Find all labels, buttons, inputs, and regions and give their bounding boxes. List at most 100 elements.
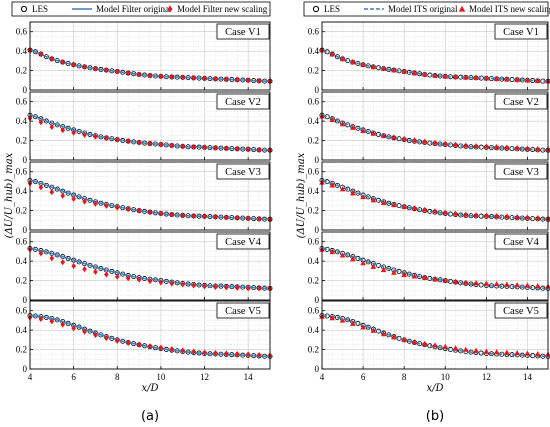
data-point-triangle	[442, 343, 449, 349]
data-point-triangle	[524, 350, 531, 356]
case-label-box	[494, 93, 548, 110]
legend-box	[11, 1, 271, 17]
case-label-box	[216, 233, 270, 250]
data-point-triangle	[329, 248, 336, 255]
subfigure-b: LES Model ITS original Model ITS new scali…	[296, 1, 550, 424]
x-tick-label: 4	[28, 372, 33, 382]
data-point-diamond	[158, 344, 164, 351]
data-point-triangle	[452, 210, 459, 216]
panel-frame	[321, 231, 549, 301]
data-point-diamond	[234, 76, 240, 83]
case-label: Case V2	[216, 93, 270, 110]
data-point-triangle	[421, 206, 428, 212]
data-point-diamond	[60, 192, 66, 199]
data-point-triangle	[360, 127, 366, 134]
case-label-box	[494, 302, 548, 319]
data-point-triangle	[483, 212, 490, 218]
data-point-triangle	[370, 263, 377, 269]
data-point-triangle	[339, 186, 346, 192]
legend-label: Model Filter new scaling	[177, 4, 268, 14]
data-point-diamond	[234, 214, 240, 221]
data-point-triangle	[534, 351, 541, 357]
data-point-diamond	[125, 206, 131, 213]
data-point-diamond	[191, 143, 196, 150]
panel-case-v5: 0 0.2 0.4 0.6 4 6 8 10 12 14 Case V5	[16, 300, 273, 382]
x-tick-label: 10	[156, 372, 166, 382]
grid	[29, 300, 271, 370]
data-point-diamond	[104, 135, 109, 142]
data-point-diamond	[224, 76, 229, 83]
data-point-triangle	[473, 280, 479, 286]
subfigure-label: (a)	[141, 409, 159, 424]
data-point-diamond	[147, 209, 153, 216]
data-point-diamond	[60, 127, 66, 134]
data-point-diamond	[49, 255, 55, 262]
legend-item: LES	[312, 4, 340, 14]
x-tick-label: 8	[402, 372, 407, 382]
x-axis	[321, 157, 528, 160]
data-point-triangle	[452, 73, 459, 80]
data-point-diamond	[191, 212, 196, 219]
data-point-triangle	[421, 274, 428, 280]
y-tick-label: 0.4	[308, 325, 320, 335]
data-point-triangle	[493, 349, 500, 355]
data-point-diamond	[202, 75, 207, 82]
case-label-text: Case V4	[225, 237, 261, 248]
data-point-diamond	[114, 68, 120, 75]
data-point-triangle	[421, 138, 428, 144]
data-point-diamond	[71, 195, 76, 202]
y-tick-label: 0.2	[16, 345, 27, 355]
data-point-triangle	[380, 266, 387, 273]
data-point-triangle	[411, 338, 418, 345]
data-point-triangle	[514, 349, 520, 356]
series-line	[321, 314, 549, 358]
data-point-triangle	[524, 145, 531, 151]
data-point-triangle	[370, 63, 377, 70]
data-point-triangle	[534, 77, 541, 84]
legend-label: Model Filter original	[96, 4, 172, 14]
data-point-triangle	[411, 137, 418, 143]
data-point-diamond	[125, 138, 131, 145]
case-label-box	[216, 23, 270, 40]
data-point-diamond	[191, 282, 196, 289]
data-point-diamond	[49, 123, 55, 130]
data-point-triangle	[329, 315, 336, 321]
case-label-box	[216, 163, 270, 180]
data-point-triangle	[483, 348, 490, 354]
case-label-box	[494, 233, 548, 250]
y-tick-label: 0	[23, 155, 28, 165]
data-point-diamond	[38, 184, 44, 191]
data-point-diamond	[104, 202, 109, 209]
data-point-triangle	[514, 144, 520, 151]
y-tick-label: 0.2	[16, 136, 27, 146]
data-point-triangle	[350, 190, 356, 196]
data-point-triangle	[350, 320, 356, 326]
data-point-circle	[43, 54, 49, 60]
data-point-triangle	[370, 130, 377, 136]
data-point-diamond	[136, 139, 142, 146]
data-point-triangle	[483, 75, 490, 81]
case-label-box	[494, 163, 548, 180]
y-tick-label: 0	[23, 364, 28, 374]
case-label: Case V4	[216, 233, 270, 250]
case-label: Case V1	[494, 23, 548, 40]
data-point-diamond	[136, 341, 142, 348]
data-point-diamond	[49, 189, 55, 196]
legend-marker-circle	[312, 5, 320, 13]
grid	[29, 231, 271, 301]
data-point-diamond	[158, 73, 164, 80]
data-point-triangle	[473, 212, 479, 218]
panel-case-v4: 0 0.2 0.4 0.6 Case V4	[16, 231, 273, 305]
y-tick-label: 0.6	[308, 306, 320, 316]
data-point-triangle	[514, 76, 520, 82]
data-point-diamond	[213, 350, 218, 357]
data-point-triangle	[442, 140, 449, 146]
data-point-triangle	[411, 205, 418, 211]
panel-frame	[321, 161, 549, 231]
data-point-triangle	[463, 142, 469, 148]
y-tick-label: 0	[23, 295, 28, 305]
data-point-diamond	[82, 131, 87, 138]
panel-case-v1: 0 0.2 0.4 0.6 Case V1	[308, 21, 550, 95]
y-tick-label: 0.4	[308, 46, 320, 56]
case-label: Case V2	[494, 93, 548, 110]
